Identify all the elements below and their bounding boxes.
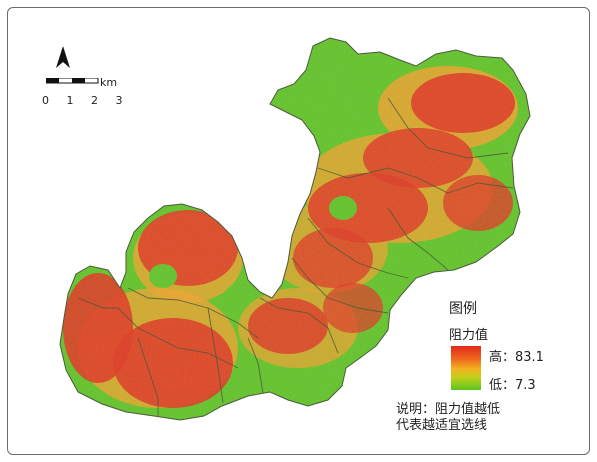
- legend-low-label: 低：7.3: [489, 378, 536, 393]
- map-note: 说明：阻力值越低 代表越适宜选线: [396, 402, 500, 434]
- scale-bar-icon: [46, 78, 99, 84]
- legend-title: 图例: [449, 301, 477, 317]
- resistance-map: [59, 37, 531, 421]
- district-boundaries: [77, 97, 514, 416]
- north-arrow-icon: [56, 46, 70, 68]
- scale-unit: km: [100, 76, 118, 89]
- map-note-line2: 代表越适宜选线: [396, 418, 488, 433]
- legend-color-ramp: [451, 346, 481, 390]
- legend-subtitle: 阻力值: [449, 328, 489, 343]
- legend: 图例 阻力值 高：83.1 低：7.3: [449, 298, 589, 398]
- scale-ticks: 0 1 2 3: [42, 94, 130, 107]
- map-frame: km 0 1 2 3 图例 阻力值 高：83.1 低：7.3 说明：阻力值越低 …: [7, 7, 590, 455]
- legend-high-label: 高：83.1: [489, 350, 544, 365]
- region-outline: [59, 37, 531, 421]
- map-note-line1: 说明：阻力值越低: [396, 402, 501, 417]
